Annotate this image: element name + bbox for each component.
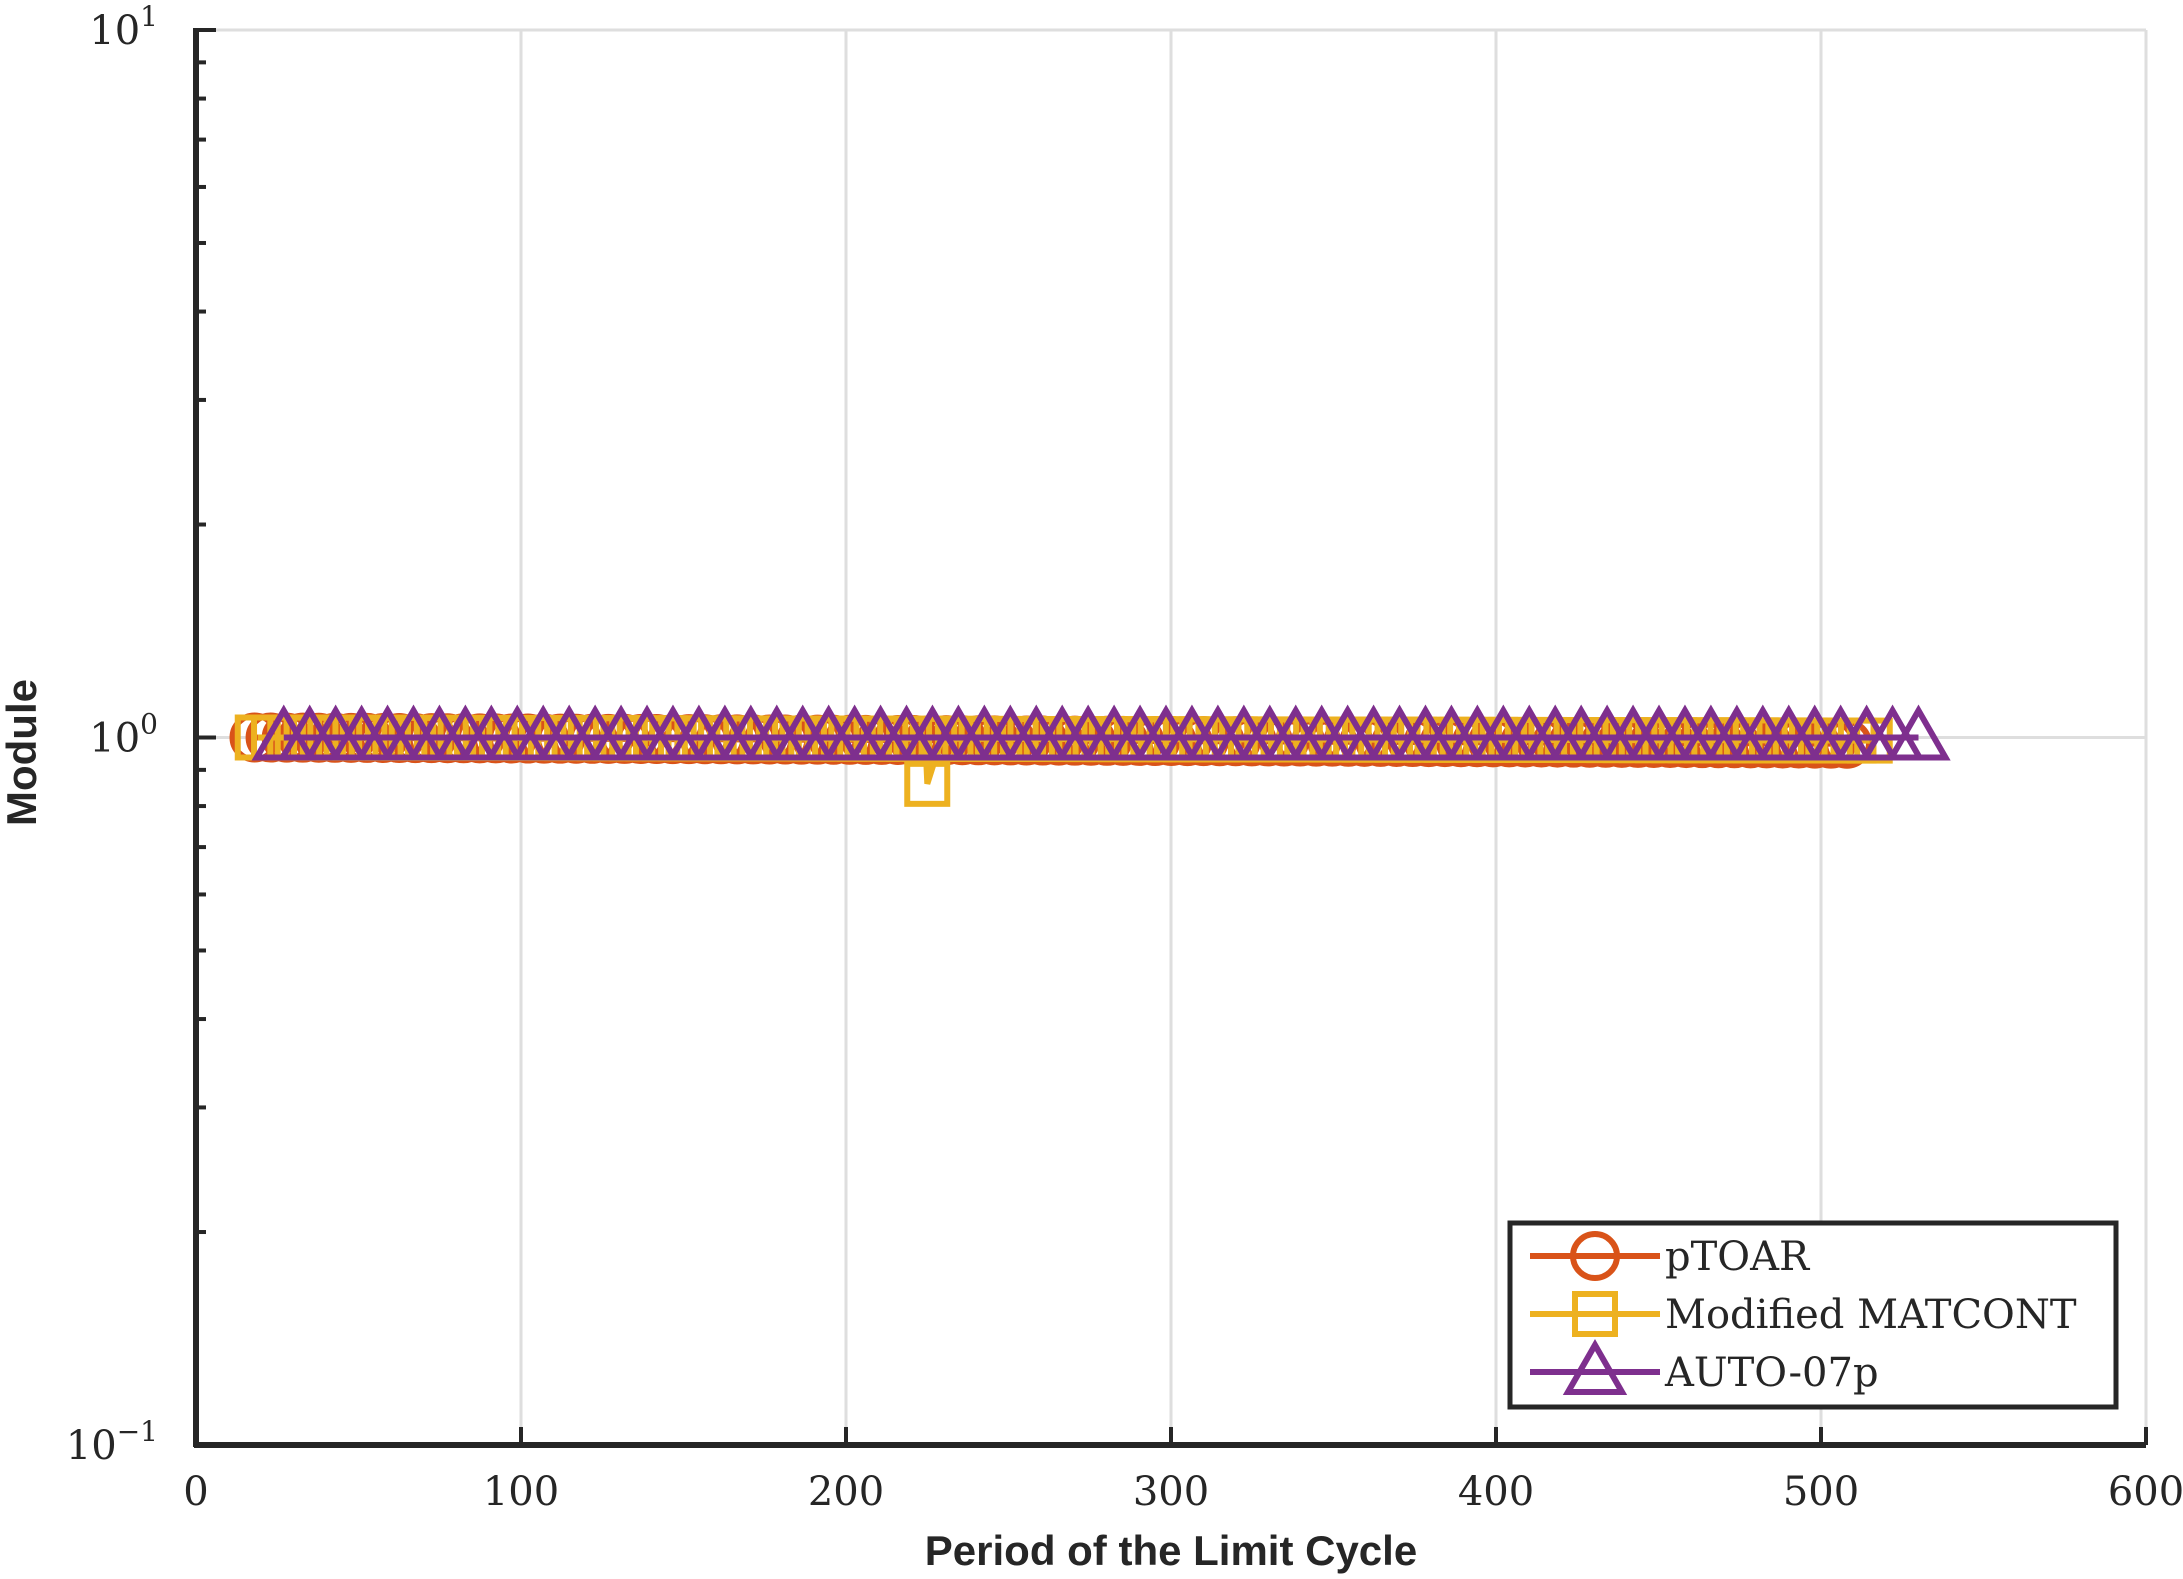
- x-tick-label: 600: [2108, 1469, 2183, 1515]
- x-axis-title: Period of the Limit Cycle: [925, 1527, 1417, 1574]
- legend-label: AUTO-07p: [1664, 1350, 1879, 1396]
- plot-series: [229, 704, 1951, 807]
- x-tick-label: 0: [183, 1469, 208, 1515]
- legend-entry-0: pTOAR: [1530, 1231, 1811, 1281]
- legend-label: Modified MATCONT: [1665, 1292, 2077, 1338]
- legend-entry-1: Modified MATCONT: [1530, 1291, 2077, 1338]
- legend-entry-2: AUTO-07p: [1530, 1338, 1879, 1396]
- series-2: [251, 704, 1951, 761]
- x-tick-label: 500: [1783, 1469, 1859, 1515]
- y-tick-label: 10−1: [66, 1415, 158, 1469]
- data-point: [904, 760, 951, 807]
- legend-marker: [1562, 1338, 1628, 1395]
- legend: pTOAR Modified MATCONT AUTO-07p: [1507, 1220, 2119, 1410]
- y-tick-label: 101: [89, 0, 158, 54]
- x-tick-label: 100: [483, 1469, 559, 1515]
- y-tick-label: 100: [89, 708, 158, 762]
- data-point: [1886, 704, 1951, 761]
- x-tick-label: 400: [1458, 1469, 1534, 1515]
- x-tick-label: 300: [1133, 1469, 1209, 1515]
- y-axis-title: Module: [0, 679, 45, 826]
- legend-marker: [1572, 1291, 1618, 1337]
- legend-marker: [1570, 1231, 1620, 1281]
- x-tick-label: 200: [808, 1469, 884, 1515]
- legend-label: pTOAR: [1665, 1234, 1811, 1280]
- axes: 0 100 200 300 400 500 600 10−1 100 101: [66, 0, 2183, 1515]
